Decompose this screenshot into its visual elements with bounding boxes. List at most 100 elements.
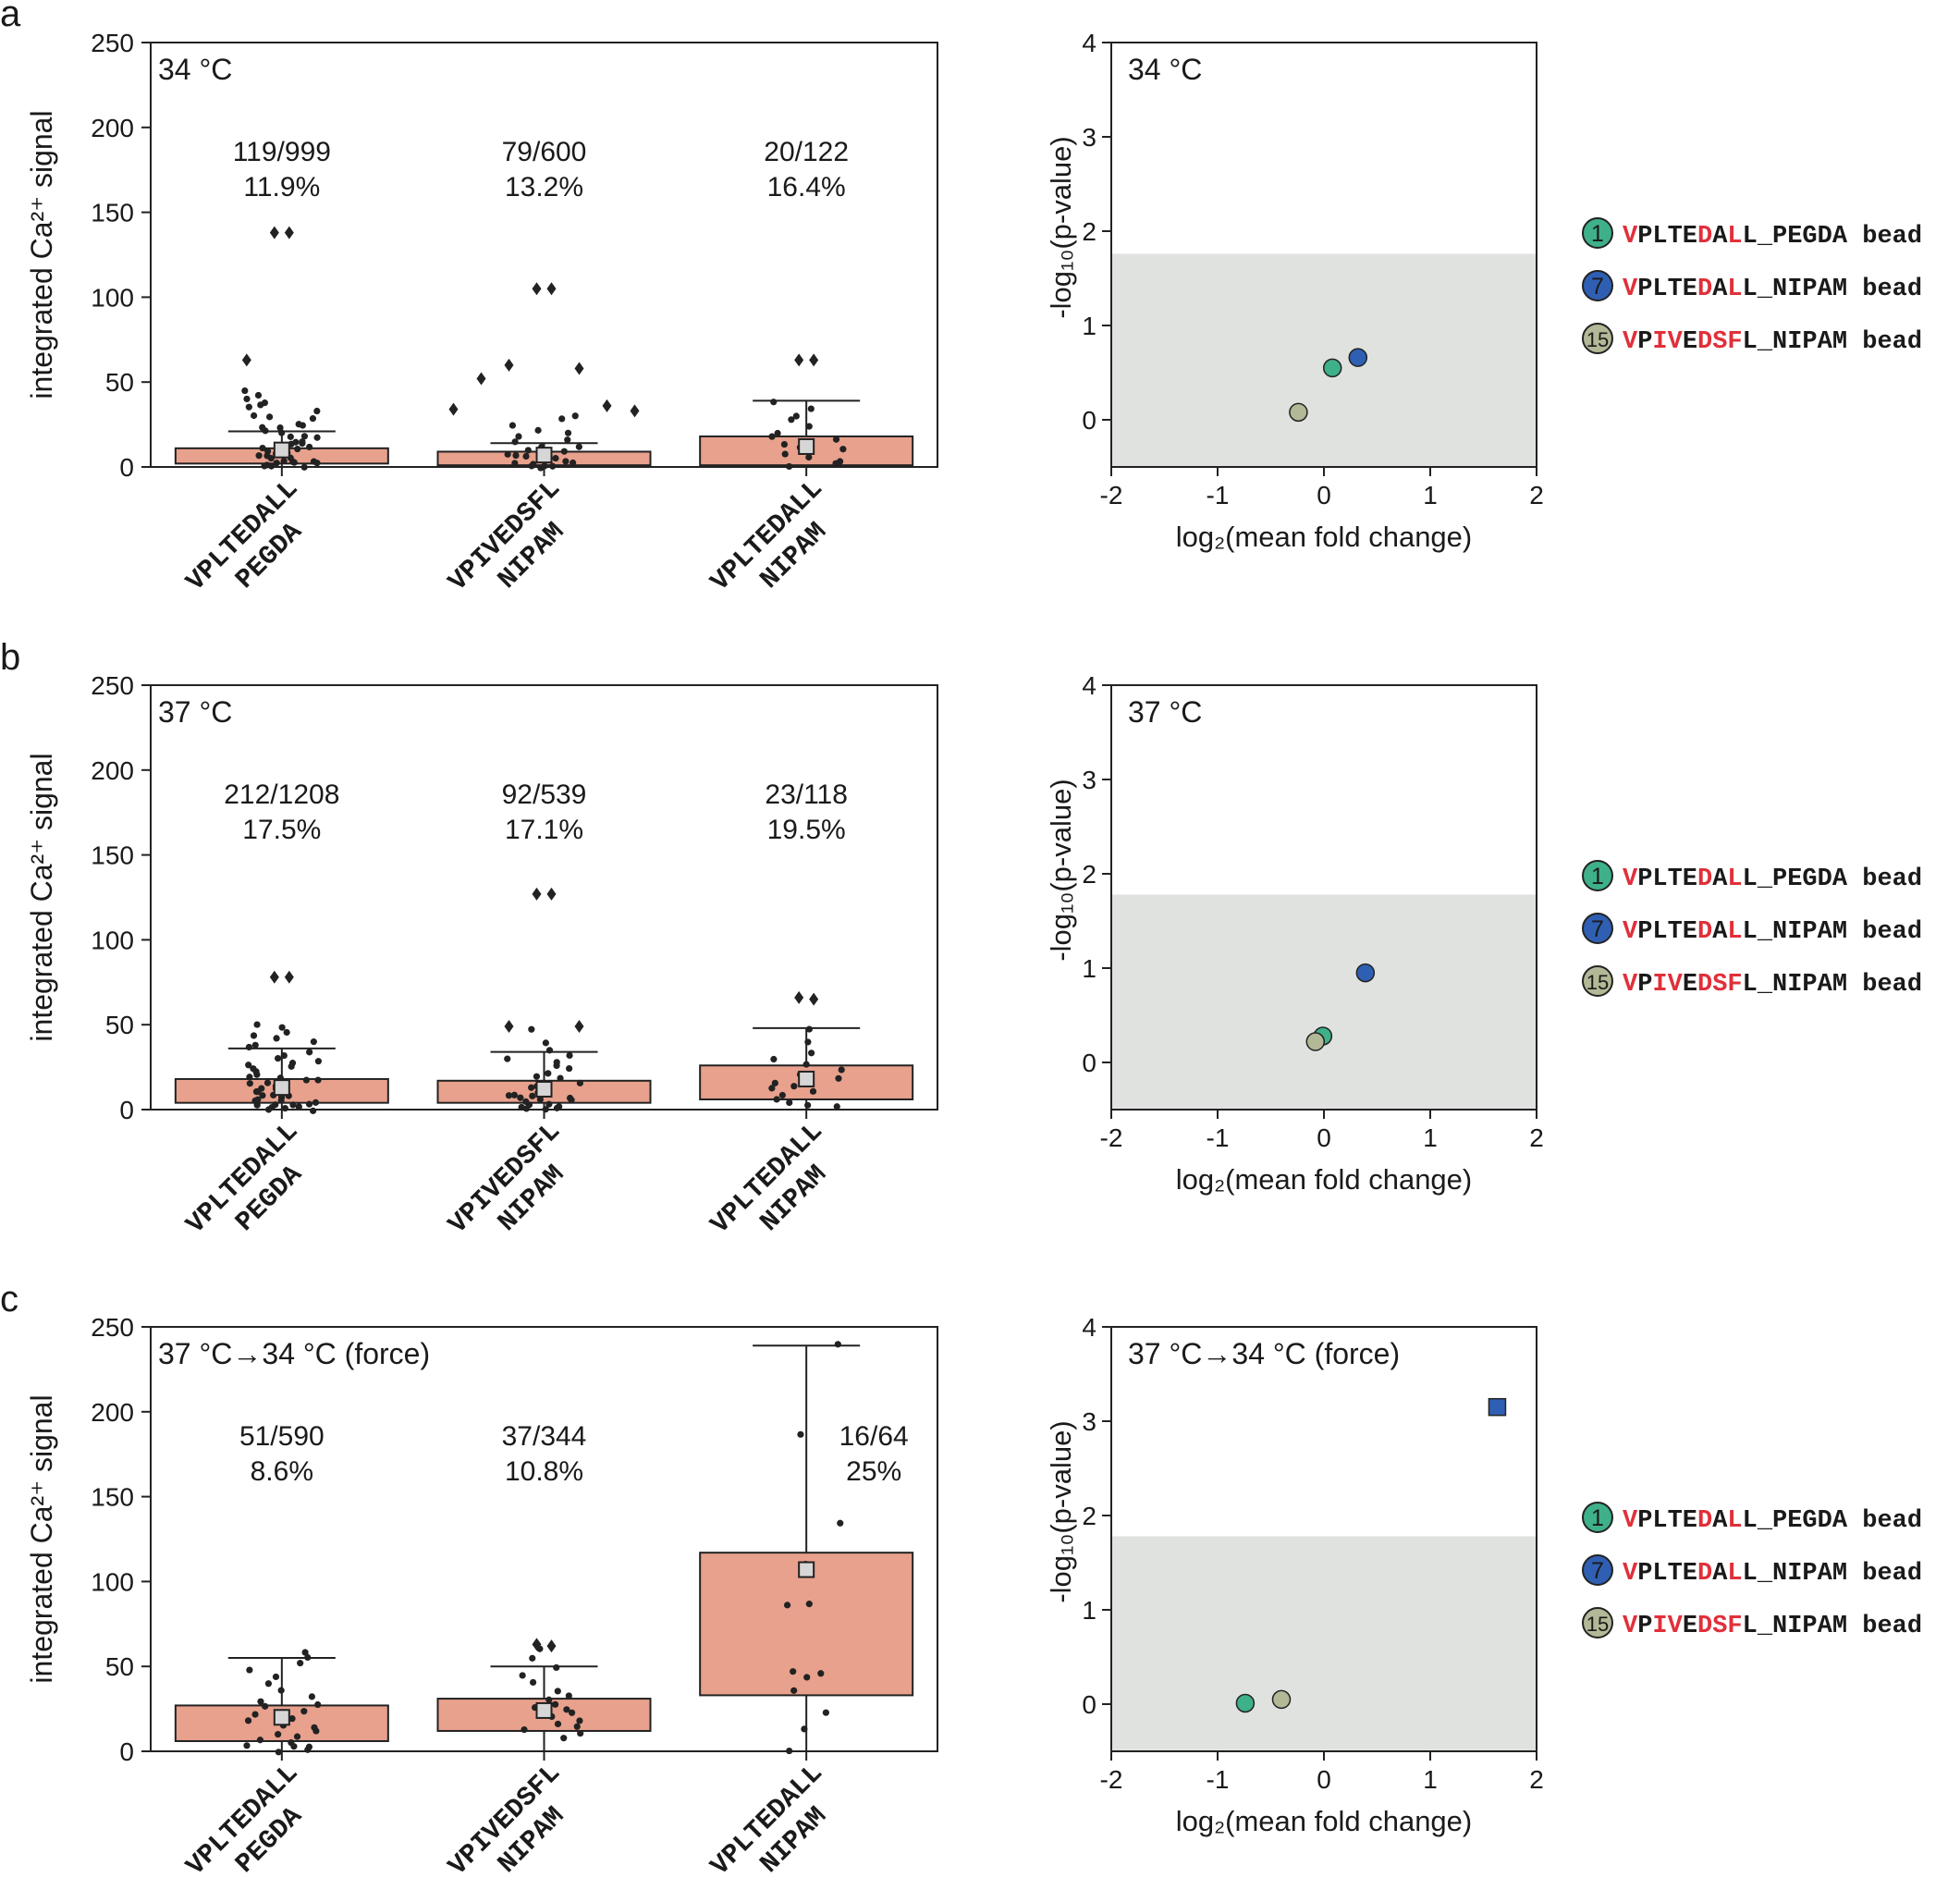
legend-marker-7	[1582, 913, 1613, 944]
legend-label-segment: D	[1697, 918, 1712, 946]
data-point	[522, 452, 530, 460]
data-point	[804, 1101, 812, 1109]
legend-label-segment: V	[1623, 1613, 1638, 1640]
x-tick-label: -2	[1100, 1765, 1123, 1794]
data-point	[576, 1079, 583, 1086]
data-point	[780, 440, 789, 448]
data-point	[256, 1737, 264, 1744]
legend-label-15: VPIVEDSFL_NIPAM bead	[1623, 1613, 1922, 1640]
y-tick-label: 200	[91, 1398, 134, 1427]
outlier-point	[532, 282, 542, 296]
mean-marker	[798, 437, 815, 455]
legend-marker-number: 15	[1586, 328, 1609, 351]
data-point	[554, 1720, 562, 1728]
data-point	[259, 1092, 266, 1099]
outlier-point	[630, 404, 640, 418]
legend-label-segment: A	[1712, 223, 1728, 251]
data-point	[276, 423, 284, 432]
data-point	[557, 1074, 564, 1082]
count-label: 16/64	[839, 1421, 909, 1452]
data-point	[562, 458, 570, 465]
data-point	[504, 450, 511, 458]
legend-marker-number: 1	[1591, 221, 1604, 247]
x-tick-label: -1	[1207, 481, 1230, 509]
y-tick-label: 0	[1082, 1049, 1096, 1077]
legend-label-segment: L_NIPAM bead	[1743, 1613, 1922, 1640]
legend-label-segment: PLTE	[1637, 918, 1697, 946]
outlier-point	[504, 358, 514, 372]
x-tick-label: 2	[1529, 481, 1544, 509]
data-point	[781, 450, 789, 458]
data-point	[533, 1073, 541, 1080]
outlier-point	[546, 887, 557, 901]
legend-label-segment: PLTE	[1637, 1507, 1697, 1535]
scatter-point-1	[1235, 1693, 1256, 1713]
data-point	[275, 1749, 282, 1756]
data-point	[254, 391, 263, 399]
mean-marker	[273, 1079, 290, 1097]
data-point	[313, 407, 321, 415]
data-point	[566, 1064, 573, 1073]
mean-marker	[535, 447, 553, 464]
data-point	[790, 1083, 798, 1090]
data-point	[566, 1094, 574, 1102]
data-point	[293, 1733, 301, 1740]
outlier-point	[574, 362, 584, 375]
percent-label: 19.5%	[767, 815, 846, 845]
panel-title: 34 °C	[1128, 53, 1202, 86]
legend-label-segment: L_NIPAM bead	[1743, 328, 1922, 356]
y-tick-label: 150	[91, 1483, 134, 1512]
legend-label-segment: L_PEGDA bead	[1743, 865, 1922, 893]
data-point	[305, 1100, 313, 1108]
data-point	[783, 1602, 791, 1609]
data-point	[528, 1025, 535, 1033]
legend-marker-7	[1582, 1554, 1613, 1586]
y-tick-label: 0	[119, 1737, 134, 1766]
data-point	[770, 1055, 778, 1063]
outlier-point	[546, 1639, 557, 1653]
mean-marker	[798, 1561, 815, 1578]
data-point	[314, 1076, 322, 1084]
data-point	[288, 1062, 295, 1070]
data-point	[790, 1687, 798, 1694]
legend-marker-15	[1582, 965, 1613, 997]
data-point	[519, 1672, 526, 1679]
data-point	[770, 399, 778, 406]
y-axis-label: -log₁₀(p-value)	[1045, 779, 1077, 961]
data-point	[275, 1055, 282, 1062]
data-point	[832, 436, 840, 443]
data-point	[312, 1727, 320, 1735]
legend-label-segment: IV	[1652, 1613, 1683, 1640]
mean-marker	[535, 1701, 553, 1719]
outlier-point	[448, 402, 459, 416]
scatter-chart-c: 0 1 2 3 4 -2 -1 0 1 2 log₂(mean fold change) -log₁₀…	[1045, 1313, 1544, 1837]
data-point	[511, 460, 519, 467]
data-point	[251, 411, 258, 420]
data-point	[839, 446, 847, 453]
outlier-point	[241, 353, 251, 367]
legend-label-segment: L_PEGDA bead	[1743, 223, 1922, 251]
percent-label: 16.4%	[767, 172, 846, 202]
legend-label-segment: A	[1712, 1507, 1728, 1535]
percent-label: 17.1%	[505, 815, 583, 845]
count-label: 79/600	[502, 137, 587, 167]
data-point	[786, 1098, 793, 1107]
outlier-point	[504, 1020, 514, 1034]
data-point	[295, 1103, 302, 1111]
data-point	[517, 1094, 524, 1101]
x-tick-label: 0	[1317, 1765, 1331, 1794]
legend-label-segment: E	[1683, 1613, 1697, 1640]
data-point	[290, 1743, 298, 1750]
legend-marker-number: 7	[1591, 274, 1604, 300]
data-point	[512, 451, 520, 460]
data-point	[280, 1051, 288, 1060]
